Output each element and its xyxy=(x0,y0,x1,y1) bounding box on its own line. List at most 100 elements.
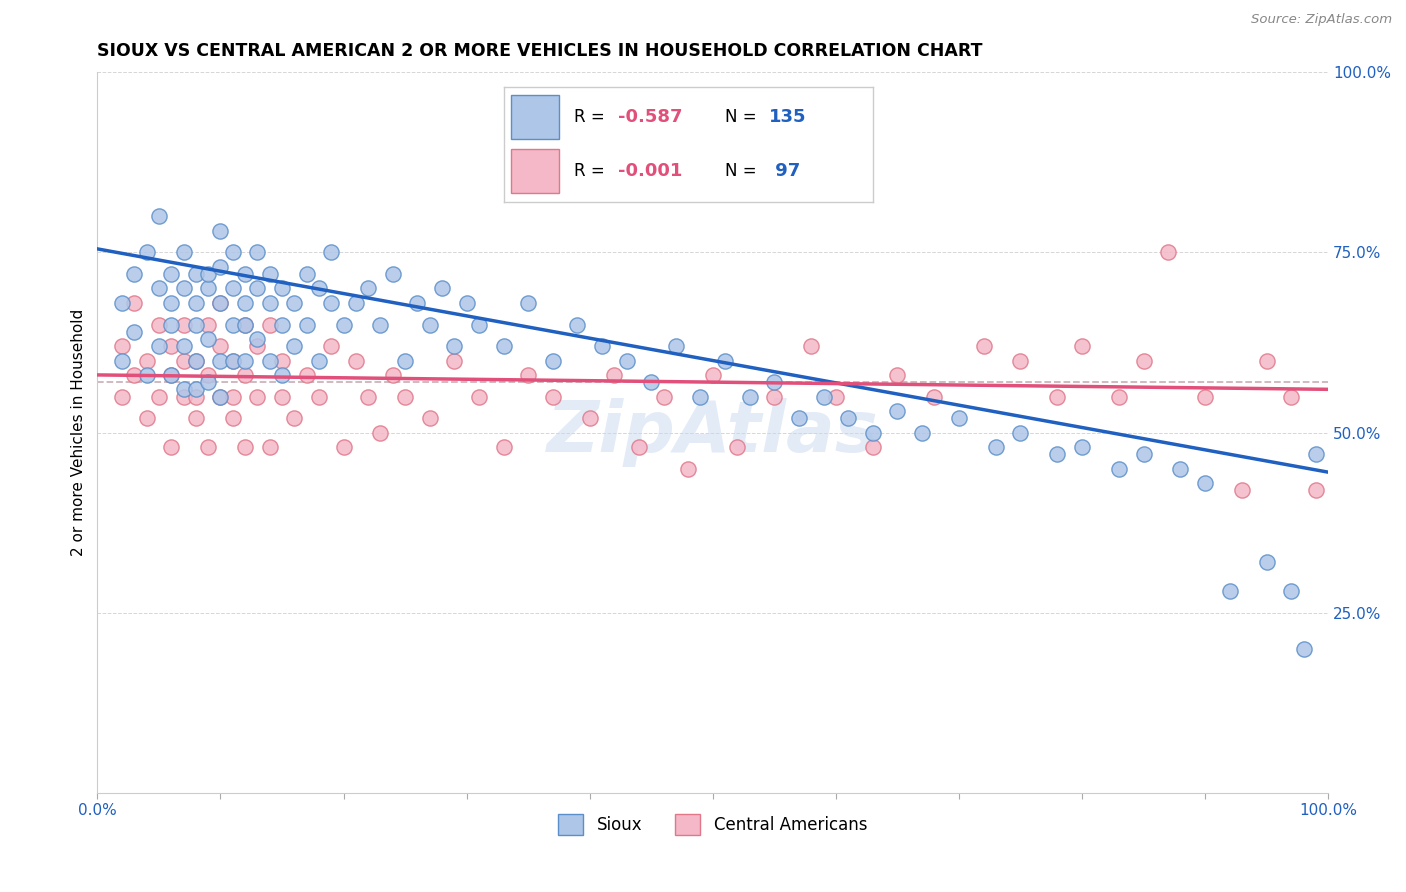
Text: Source: ZipAtlas.com: Source: ZipAtlas.com xyxy=(1251,13,1392,27)
Point xyxy=(702,368,724,382)
Point xyxy=(578,411,600,425)
Point xyxy=(517,368,540,382)
Point xyxy=(184,390,207,404)
Point xyxy=(344,353,367,368)
Point xyxy=(184,296,207,310)
Point xyxy=(271,318,294,332)
Point xyxy=(381,267,404,281)
Point xyxy=(725,440,748,454)
Point xyxy=(1170,461,1192,475)
Point xyxy=(468,318,491,332)
Point xyxy=(111,390,134,404)
Point xyxy=(148,339,170,353)
Point xyxy=(160,339,183,353)
Point xyxy=(246,332,269,346)
Point xyxy=(233,318,256,332)
Point xyxy=(271,390,294,404)
Point xyxy=(763,390,786,404)
Point xyxy=(948,411,970,425)
Point xyxy=(492,339,515,353)
Point xyxy=(283,296,305,310)
Point xyxy=(419,411,441,425)
Point xyxy=(295,368,318,382)
Point xyxy=(124,267,146,281)
Point xyxy=(295,318,318,332)
Point xyxy=(173,281,195,295)
Point xyxy=(197,375,219,389)
Point xyxy=(222,318,245,332)
Point xyxy=(135,245,157,260)
Point xyxy=(197,267,219,281)
Point xyxy=(1010,353,1032,368)
Point xyxy=(541,390,564,404)
Y-axis label: 2 or more Vehicles in Household: 2 or more Vehicles in Household xyxy=(72,309,86,557)
Point xyxy=(209,260,232,274)
Point xyxy=(1071,339,1094,353)
Point xyxy=(197,281,219,295)
Point xyxy=(246,245,269,260)
Point xyxy=(370,425,392,440)
Point xyxy=(394,390,416,404)
Point xyxy=(787,411,810,425)
Point xyxy=(222,353,245,368)
Point xyxy=(1219,584,1241,599)
Point xyxy=(173,245,195,260)
Legend: Sioux, Central Americans: Sioux, Central Americans xyxy=(558,814,868,835)
Point xyxy=(1010,425,1032,440)
Point xyxy=(233,353,256,368)
Point xyxy=(1279,584,1302,599)
Point xyxy=(148,281,170,295)
Point xyxy=(271,368,294,382)
Point xyxy=(357,390,380,404)
Point xyxy=(124,368,146,382)
Point xyxy=(246,390,269,404)
Point xyxy=(1046,447,1069,461)
Point xyxy=(676,461,699,475)
Point xyxy=(259,318,281,332)
Point xyxy=(344,296,367,310)
Point xyxy=(394,353,416,368)
Point xyxy=(259,353,281,368)
Point xyxy=(911,425,934,440)
Point xyxy=(800,339,823,353)
Point xyxy=(616,353,638,368)
Point xyxy=(824,390,846,404)
Point xyxy=(443,353,465,368)
Point xyxy=(1292,641,1315,656)
Point xyxy=(308,390,330,404)
Point xyxy=(148,390,170,404)
Point xyxy=(160,296,183,310)
Point xyxy=(111,339,134,353)
Point xyxy=(357,281,380,295)
Point xyxy=(456,296,478,310)
Point xyxy=(468,390,491,404)
Point xyxy=(184,318,207,332)
Point xyxy=(370,318,392,332)
Point xyxy=(135,411,157,425)
Point xyxy=(184,353,207,368)
Point xyxy=(332,440,354,454)
Point xyxy=(1305,447,1327,461)
Point xyxy=(160,368,183,382)
Point xyxy=(173,339,195,353)
Point xyxy=(259,267,281,281)
Point xyxy=(984,440,1007,454)
Text: ZipAtlas: ZipAtlas xyxy=(547,398,879,467)
Point xyxy=(222,245,245,260)
Point xyxy=(1194,475,1216,490)
Point xyxy=(135,353,157,368)
Point xyxy=(233,440,256,454)
Point xyxy=(184,382,207,396)
Point xyxy=(1108,461,1130,475)
Point xyxy=(406,296,429,310)
Point xyxy=(173,382,195,396)
Point xyxy=(492,440,515,454)
Point xyxy=(419,318,441,332)
Point xyxy=(295,267,318,281)
Point xyxy=(640,375,662,389)
Point xyxy=(1071,440,1094,454)
Point xyxy=(1256,353,1278,368)
Point xyxy=(567,318,589,332)
Point xyxy=(233,296,256,310)
Point xyxy=(1046,390,1069,404)
